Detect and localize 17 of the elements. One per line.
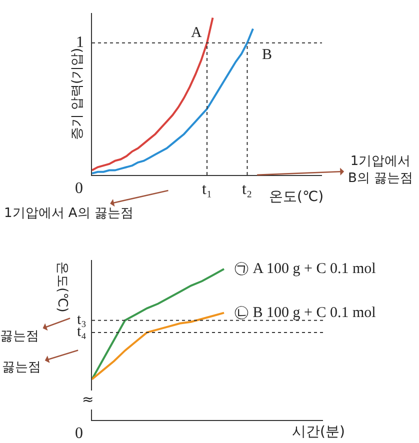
text: t₂: [242, 181, 252, 198]
annotation: ≈: [82, 392, 94, 408]
text: 0: [75, 425, 83, 442]
text: 1기압에서 A의 끓는점: [4, 206, 134, 221]
series-label: ㉡ B 100 g + C 0.1 mol: [234, 305, 376, 321]
x-axis-title: 시간(분): [292, 424, 345, 440]
text: 1기압에서 B의 끓는점: [348, 154, 414, 186]
series-label: A: [191, 25, 202, 41]
text: 0: [75, 180, 83, 197]
x-axis-title: 온도(℃): [269, 189, 324, 205]
text: t₁: [202, 181, 212, 198]
text: 끓는점: [2, 360, 41, 375]
text: 끓는점: [0, 329, 39, 344]
series-label: ㉠ A 100 g + C 0.1 mol: [234, 261, 376, 277]
series-label: B: [262, 47, 272, 63]
y-axis-title: 온도(℃): [54, 262, 70, 312]
y-axis-title: 증기 압력(기압): [70, 48, 85, 140]
